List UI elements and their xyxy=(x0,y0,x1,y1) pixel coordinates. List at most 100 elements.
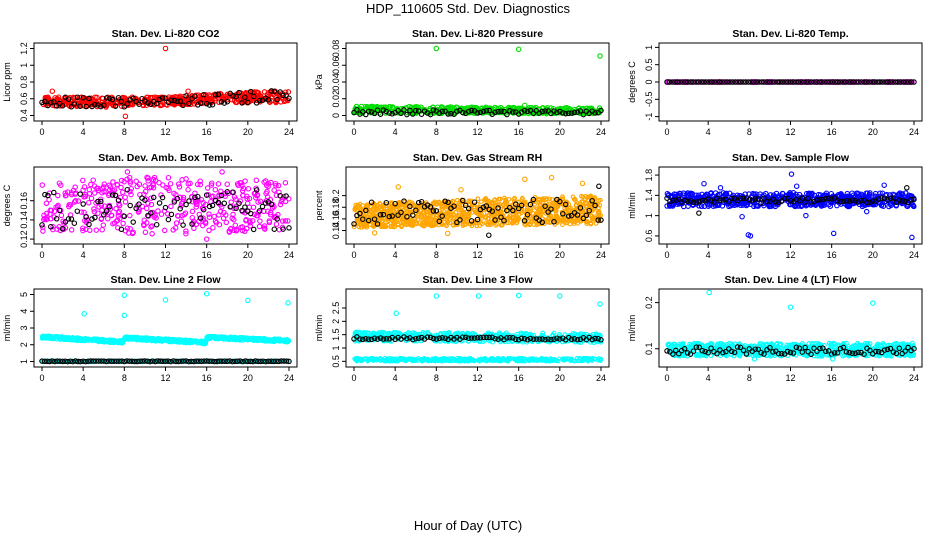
data-point xyxy=(128,191,134,198)
data-point xyxy=(674,79,681,85)
series-black xyxy=(664,79,917,85)
data-point xyxy=(821,79,828,85)
y-tick-label: 0.18 xyxy=(331,198,341,216)
data-point xyxy=(121,104,128,110)
data-point xyxy=(114,182,121,188)
data-point xyxy=(574,109,581,115)
data-point xyxy=(573,203,579,209)
data-point xyxy=(140,221,147,228)
data-point xyxy=(91,190,98,196)
data-point xyxy=(153,100,160,107)
data-point xyxy=(597,53,603,59)
data-point xyxy=(221,100,228,106)
data-point xyxy=(53,216,60,222)
data-point xyxy=(197,178,203,184)
data-point xyxy=(153,221,160,228)
data-point xyxy=(174,98,181,105)
data-point xyxy=(106,182,113,189)
data-point xyxy=(48,99,54,106)
x-tick-label: 4 xyxy=(393,127,398,137)
data-point xyxy=(466,198,472,204)
data-point xyxy=(887,79,894,85)
x-tick-label: 4 xyxy=(706,127,711,137)
data-point xyxy=(95,198,101,205)
data-point xyxy=(57,97,63,104)
data-point xyxy=(729,79,736,85)
data-point xyxy=(756,79,762,85)
x-tick-label: 24 xyxy=(909,250,919,260)
data-point xyxy=(68,227,75,233)
x-tick-label: 0 xyxy=(664,127,669,137)
data-point xyxy=(233,228,240,234)
data-point xyxy=(150,194,157,201)
data-point xyxy=(65,216,72,222)
data-point xyxy=(905,79,912,85)
data-point xyxy=(909,234,915,241)
data-point xyxy=(208,180,215,186)
y-axis-label: kPa xyxy=(314,74,324,90)
data-point xyxy=(81,184,88,190)
data-point xyxy=(218,99,225,105)
y-tick-label: 1.4 xyxy=(644,189,654,202)
data-point xyxy=(753,79,760,85)
data-point xyxy=(477,109,484,116)
data-point xyxy=(193,201,200,207)
data-point xyxy=(63,192,69,199)
data-point xyxy=(701,180,707,187)
data-point xyxy=(748,79,754,85)
data-point xyxy=(253,177,260,184)
data-point xyxy=(774,79,781,85)
data-point xyxy=(43,216,50,223)
data-point xyxy=(91,206,97,212)
data-point xyxy=(227,204,233,210)
data-point xyxy=(268,179,274,186)
data-point xyxy=(401,107,407,113)
data-point xyxy=(385,222,391,228)
data-point xyxy=(664,79,670,85)
data-point xyxy=(47,211,53,217)
data-point xyxy=(163,184,170,191)
data-point xyxy=(212,92,219,98)
data-point xyxy=(848,79,854,85)
data-point xyxy=(363,111,369,118)
data-point xyxy=(210,193,216,199)
data-point xyxy=(874,79,880,85)
data-point xyxy=(171,190,177,197)
data-point xyxy=(142,229,149,236)
data-point xyxy=(858,79,865,85)
data-point xyxy=(268,201,275,208)
x-tick-label: 20 xyxy=(243,373,253,383)
data-point xyxy=(185,186,191,193)
data-point xyxy=(474,223,480,229)
data-point xyxy=(158,211,165,217)
data-point xyxy=(267,211,274,218)
data-point xyxy=(206,203,213,210)
data-point xyxy=(596,183,602,190)
data-point xyxy=(777,79,783,85)
data-point xyxy=(732,79,739,85)
data-point xyxy=(890,79,896,85)
data-point xyxy=(164,102,170,108)
data-point xyxy=(111,220,118,226)
data-point xyxy=(67,202,74,208)
data-point xyxy=(98,198,104,205)
data-point xyxy=(198,100,204,106)
x-tick-label: 12 xyxy=(160,250,170,260)
data-point xyxy=(374,107,381,113)
data-point xyxy=(248,88,254,95)
x-tick-label: 8 xyxy=(122,250,127,260)
data-point xyxy=(197,181,204,188)
data-point xyxy=(133,205,139,212)
data-point xyxy=(155,208,161,214)
data-point xyxy=(271,226,278,232)
data-point xyxy=(92,101,98,108)
data-point xyxy=(224,181,230,187)
data-point xyxy=(233,205,239,212)
series-black xyxy=(39,186,292,233)
data-point xyxy=(598,107,604,114)
data-point xyxy=(787,79,794,85)
data-point xyxy=(192,194,198,201)
data-point xyxy=(146,185,153,191)
y-tick-label: 0.8 xyxy=(19,76,29,89)
